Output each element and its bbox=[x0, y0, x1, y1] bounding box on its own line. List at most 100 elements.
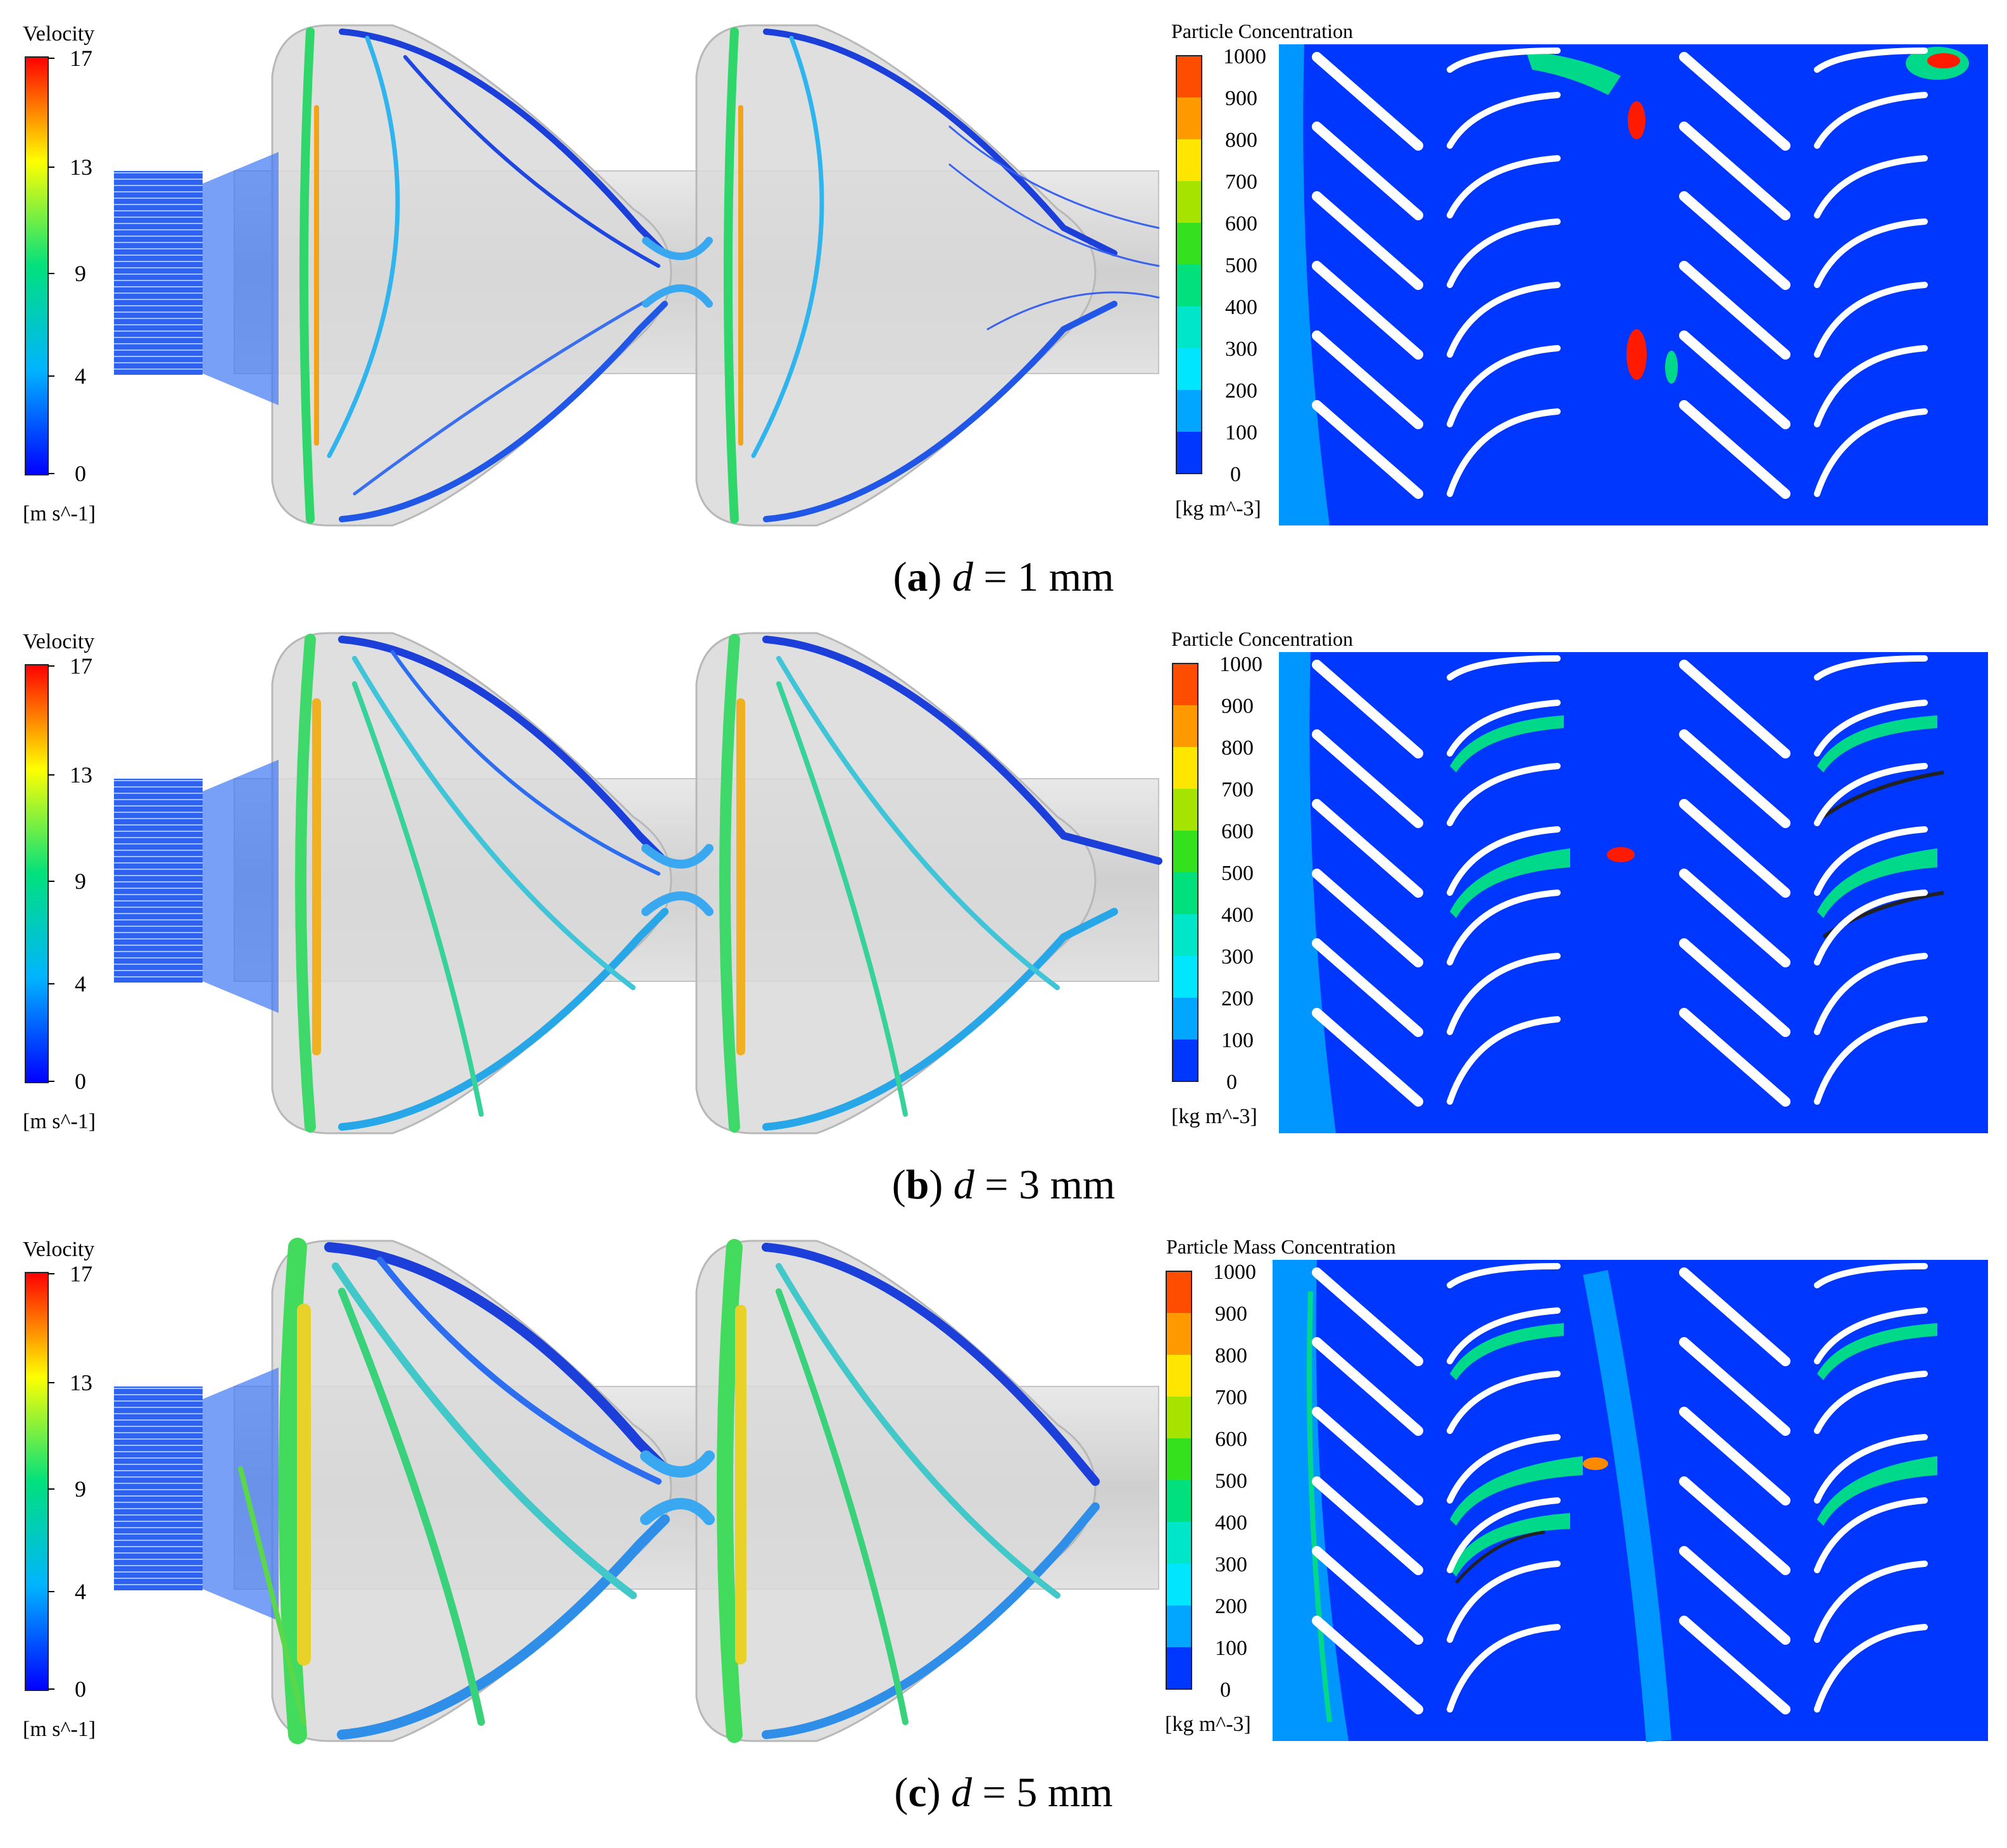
diameter-symbol: d bbox=[952, 554, 974, 600]
concentration-tick: 0 bbox=[1226, 1071, 1237, 1094]
concentration-tick: 0 bbox=[1230, 463, 1241, 486]
panel-c-figure: Velocity 17 13 9 4 0 [m s^-1] bbox=[23, 1235, 1988, 1744]
concentration-tick: 400 bbox=[1221, 903, 1254, 927]
velocity-legend-title: Velocity bbox=[23, 630, 94, 653]
diameter-value: = 3 mm bbox=[985, 1162, 1116, 1208]
concentration-tick: 600 bbox=[1225, 212, 1257, 236]
concentration-tick: 700 bbox=[1221, 778, 1254, 801]
concentration-tick: 400 bbox=[1215, 1511, 1247, 1535]
particle-concentration-contour bbox=[1273, 1260, 1988, 1742]
concentration-legend-title: Particle Concentration bbox=[1171, 20, 1353, 42]
velocity-legend-title: Velocity bbox=[23, 22, 94, 46]
concentration-tick: 800 bbox=[1221, 736, 1254, 760]
velocity-tick: 0 bbox=[75, 1676, 86, 1702]
velocity-tick: 4 bbox=[75, 1579, 86, 1604]
concentration-tick: 500 bbox=[1225, 254, 1257, 277]
velocity-legend-unit: [m s^-1] bbox=[23, 502, 96, 525]
inlet-flow bbox=[203, 1367, 279, 1621]
particle-concentration-contour bbox=[1279, 652, 1988, 1133]
concentration-legend-title: Particle Concentration bbox=[1171, 627, 1353, 650]
velocity-tick: 9 bbox=[75, 869, 86, 894]
concentration-tick: 900 bbox=[1225, 87, 1257, 110]
concentration-tick: 900 bbox=[1221, 695, 1254, 718]
concentration-colorbar bbox=[1172, 663, 1199, 1082]
pump-streamline-view bbox=[114, 632, 1162, 1135]
velocity-colorbar bbox=[25, 664, 49, 1083]
diameter-symbol: d bbox=[953, 1162, 974, 1208]
pump-streamline-view bbox=[114, 24, 1160, 527]
concentration-tick: 700 bbox=[1225, 170, 1257, 194]
concentration-legend-unit: [kg m^-3] bbox=[1175, 497, 1261, 520]
concentration-legend-unit: [kg m^-3] bbox=[1165, 1713, 1251, 1736]
concentration-legend-unit: [kg m^-3] bbox=[1171, 1105, 1257, 1128]
panel-b-caption: (b) d = 3 mm bbox=[891, 1162, 1116, 1208]
velocity-tick: 4 bbox=[75, 363, 86, 389]
concentration-tick: 300 bbox=[1215, 1553, 1247, 1576]
concentration-colorbar bbox=[1166, 1271, 1192, 1690]
concentration-tick: 400 bbox=[1225, 296, 1257, 319]
velocity-tick: 9 bbox=[75, 1476, 86, 1502]
inlet-flow bbox=[203, 760, 279, 1013]
velocity-colorbar bbox=[25, 1272, 49, 1691]
panel-b: Velocity 17 13 9 4 0 [m s^-1] bbox=[0, 608, 2007, 1216]
concentration-tick: 900 bbox=[1215, 1302, 1247, 1326]
velocity-tick: 9 bbox=[75, 261, 86, 286]
particle-concentration-contour bbox=[1279, 44, 1988, 525]
velocity-tick: 13 bbox=[70, 154, 92, 180]
velocity-tick: 17 bbox=[70, 46, 92, 71]
concentration-tick: 100 bbox=[1215, 1637, 1247, 1660]
concentration-legend: Particle Concentration 1000 900 800 700 bbox=[1171, 20, 1353, 520]
velocity-tick: 0 bbox=[75, 1069, 86, 1094]
concentration-tick: 300 bbox=[1221, 945, 1254, 969]
pump-streamline-view bbox=[114, 1238, 1159, 1744]
velocity-colorbar bbox=[25, 56, 49, 475]
inlet-streamlines bbox=[114, 171, 203, 375]
concentration-tick: 1000 bbox=[1219, 653, 1262, 676]
velocity-legend: Velocity 17 13 9 4 0 [m s^-1] bbox=[23, 22, 96, 525]
panel-label: b bbox=[905, 1162, 929, 1208]
velocity-tick: 13 bbox=[70, 1370, 92, 1395]
concentration-tick: 100 bbox=[1225, 421, 1257, 444]
velocity-tick: 0 bbox=[75, 461, 86, 486]
concentration-tick: 500 bbox=[1215, 1469, 1247, 1493]
panel-a-caption: (a) d = 1 mm bbox=[893, 554, 1114, 600]
concentration-legend: Particle Concentration 1000 900 800 700 bbox=[1171, 627, 1353, 1128]
concentration-tick: 600 bbox=[1215, 1428, 1247, 1451]
velocity-tick: 4 bbox=[75, 971, 86, 996]
inlet-flow bbox=[203, 152, 279, 405]
velocity-tick: 13 bbox=[70, 762, 92, 788]
concentration-tick: 500 bbox=[1221, 862, 1254, 885]
concentration-tick: 1000 bbox=[1223, 45, 1266, 68]
concentration-tick: 200 bbox=[1215, 1595, 1247, 1618]
panel-a: Velocity 17 13 9 4 0 [m s^-1] bbox=[0, 0, 2007, 608]
panel-c: Velocity 17 13 9 4 0 [m s^-1] bbox=[0, 1216, 2007, 1823]
panel-a-figure: Velocity 17 13 9 4 0 [m s^-1] bbox=[23, 20, 1988, 527]
inlet-streamlines bbox=[114, 779, 203, 983]
velocity-legend: Velocity 17 13 9 4 0 [m s^-1] bbox=[23, 1238, 96, 1741]
panel-label: a bbox=[907, 554, 928, 600]
concentration-legend: Particle Mass Concentration 1000 900 800… bbox=[1165, 1235, 1396, 1736]
velocity-legend-unit: [m s^-1] bbox=[23, 1110, 96, 1133]
concentration-tick: 800 bbox=[1215, 1344, 1247, 1367]
concentration-tick: 100 bbox=[1221, 1029, 1254, 1052]
diameter-value: = 5 mm bbox=[982, 1769, 1113, 1816]
concentration-tick: 0 bbox=[1220, 1678, 1231, 1702]
panel-label: c bbox=[908, 1769, 927, 1816]
inlet-streamlines bbox=[114, 1386, 203, 1590]
concentration-tick: 1000 bbox=[1213, 1260, 1256, 1284]
velocity-tick: 17 bbox=[70, 1261, 92, 1286]
concentration-tick: 600 bbox=[1221, 820, 1254, 843]
velocity-legend: Velocity 17 13 9 4 0 [m s^-1] bbox=[23, 630, 96, 1133]
concentration-tick: 300 bbox=[1225, 337, 1257, 361]
velocity-legend-unit: [m s^-1] bbox=[23, 1718, 96, 1741]
concentration-tick: 800 bbox=[1225, 129, 1257, 152]
velocity-legend-title: Velocity bbox=[23, 1238, 94, 1261]
concentration-colorbar bbox=[1176, 55, 1202, 474]
concentration-legend-title: Particle Mass Concentration bbox=[1166, 1235, 1396, 1258]
panel-b-figure: Velocity 17 13 9 4 0 [m s^-1] bbox=[23, 627, 1988, 1135]
concentration-tick: 200 bbox=[1221, 987, 1254, 1010]
panel-c-caption: (c) d = 5 mm bbox=[894, 1769, 1113, 1816]
concentration-tick: 700 bbox=[1215, 1386, 1247, 1409]
diameter-symbol: d bbox=[951, 1769, 972, 1816]
concentration-tick: 200 bbox=[1225, 379, 1257, 403]
